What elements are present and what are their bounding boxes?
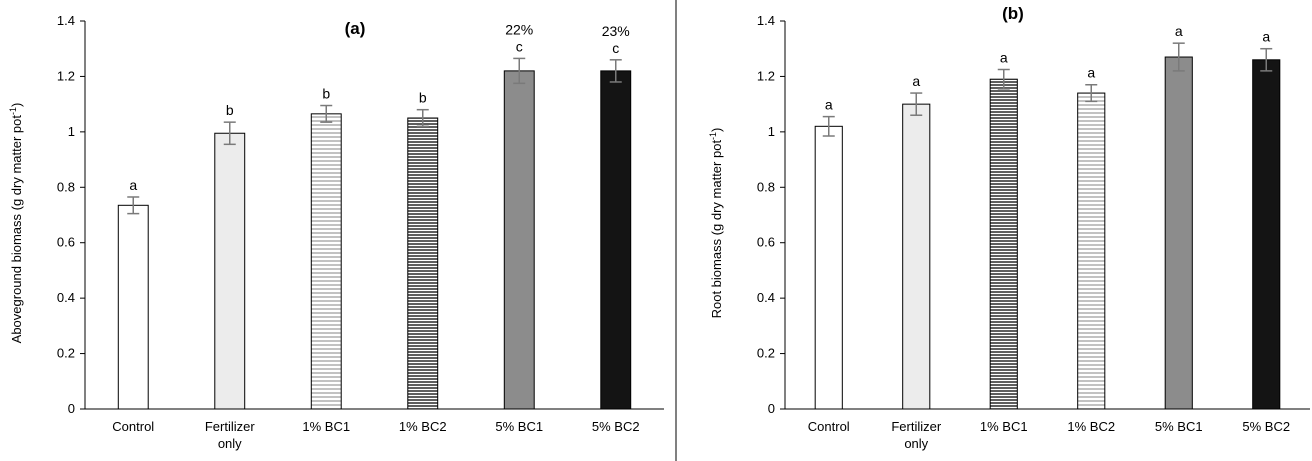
y-tick-label: 1: [68, 124, 75, 139]
bar: [989, 78, 1018, 410]
x-tick-label: Control: [808, 419, 850, 434]
y-axis-title: Root biomass (g dry matter pot-1): [708, 128, 724, 319]
significance-letter: c: [612, 40, 619, 56]
panel-label: (b): [1002, 4, 1024, 23]
significance-letter: a: [825, 97, 833, 113]
x-tick-label: 1% BC1: [980, 419, 1028, 434]
significance-letter: c: [516, 38, 523, 54]
percent-label: 23%: [602, 23, 630, 39]
bar: [117, 204, 149, 410]
y-tick-label: 0: [768, 401, 775, 416]
y-tick-label: 1.2: [757, 68, 775, 83]
x-tick-label: Fertilizer: [205, 419, 256, 434]
y-tick-label: 0.2: [757, 346, 775, 361]
significance-letter: b: [419, 90, 427, 106]
bar: [1252, 59, 1281, 410]
y-tick-label: 0.4: [57, 290, 75, 305]
panel-label: (a): [345, 19, 366, 38]
y-tick-label: 0.2: [57, 346, 75, 361]
significance-letter: b: [226, 102, 234, 118]
x-tick-label: 1% BC2: [1067, 419, 1115, 434]
significance-letter: a: [1087, 65, 1095, 81]
significance-letter: a: [1000, 50, 1008, 66]
significance-letter: a: [912, 73, 920, 89]
x-tick-label: Fertilizer: [891, 419, 942, 434]
bar: [503, 70, 535, 410]
x-tick-label: 5% BC1: [1155, 419, 1203, 434]
y-tick-label: 0.6: [757, 235, 775, 250]
y-tick-label: 1.2: [57, 68, 75, 83]
y-tick-label: 1.4: [757, 13, 775, 28]
y-tick-label: 0.8: [57, 179, 75, 194]
significance-letter: b: [322, 86, 330, 102]
x-tick-label: only: [218, 436, 242, 451]
y-tick-label: 1.4: [57, 13, 75, 28]
y-tick-label: 0: [68, 401, 75, 416]
x-tick-label: 5% BC2: [592, 419, 640, 434]
x-tick-label: Control: [112, 419, 154, 434]
bar: [310, 113, 342, 410]
x-tick-label: only: [904, 436, 928, 451]
bar: [600, 70, 632, 410]
y-tick-label: 1: [768, 124, 775, 139]
y-tick-label: 0.8: [757, 179, 775, 194]
bar: [1077, 92, 1106, 410]
x-tick-label: 1% BC2: [399, 419, 447, 434]
x-tick-label: 1% BC1: [302, 419, 350, 434]
chart-panel-a: 0 0.2 0.4 0.6 0.8 1 1.2 1.4 Aboveground biomass …: [8, 13, 664, 451]
bar: [814, 125, 843, 410]
chart-panel-b: 0 0.2 0.4 0.6 0.8 1 1.2 1.4 Root biomass (g dry …: [708, 4, 1310, 451]
y-tick-label: 0.6: [57, 235, 75, 250]
percent-label: 22%: [505, 21, 533, 37]
significance-letter: a: [1175, 23, 1183, 39]
significance-letter: a: [129, 177, 137, 193]
bar: [902, 103, 931, 410]
bar: [407, 117, 439, 410]
bar: [1164, 56, 1193, 410]
y-axis-title: Aboveground biomass (g dry matter pot-1): [8, 103, 24, 344]
x-tick-label: 5% BC2: [1242, 419, 1290, 434]
significance-letter: a: [1262, 29, 1270, 45]
bar: [214, 132, 246, 410]
x-tick-label: 5% BC1: [495, 419, 543, 434]
y-tick-label: 0.4: [757, 290, 775, 305]
